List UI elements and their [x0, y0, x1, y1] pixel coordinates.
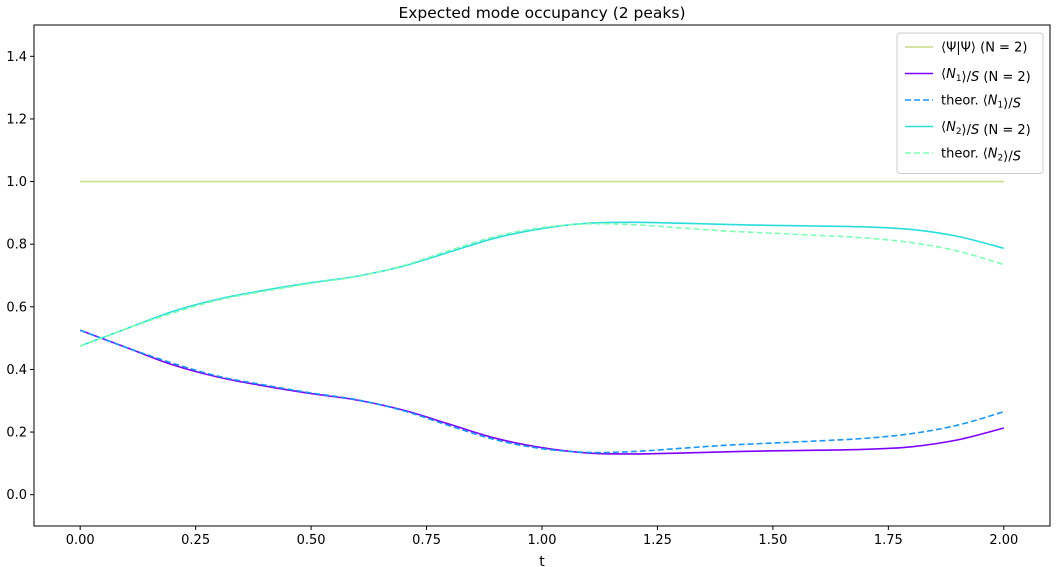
x-tick-label: 0.75 — [412, 533, 441, 548]
x-tick-label: 2.00 — [989, 533, 1018, 548]
y-tick-label: 1.4 — [6, 50, 27, 65]
x-tick-label: 1.25 — [643, 533, 672, 548]
legend-label-0: ⟨Ψ|Ψ⟩ (N = 2) — [941, 41, 1027, 56]
chart-title: Expected mode occupancy (2 peaks) — [398, 4, 685, 22]
x-tick-label: 1.50 — [758, 533, 787, 548]
legend-box — [896, 32, 1044, 174]
legend-label-1: ⟨N1⟩/S (N = 2) — [941, 67, 1031, 85]
y-tick-label: 1.0 — [6, 175, 27, 190]
x-tick-label: 0.50 — [297, 533, 326, 548]
x-tick-label: 1.75 — [874, 533, 903, 548]
series-line-4 — [79, 222, 1005, 347]
series-line-2 — [79, 329, 1005, 454]
y-tick-label: 0.2 — [6, 426, 27, 441]
x-tick-label: 0.25 — [181, 533, 210, 548]
legend: ⟨Ψ|Ψ⟩ (N = 2) ⟨N1⟩/S (N = 2) theor. ⟨N1⟩/S… — [896, 32, 1044, 174]
plot-area — [79, 180, 1005, 455]
legend-label-2: theor. ⟨N1⟩/S — [941, 94, 1021, 112]
axes: 0.00 0.25 0.50 0.75 1.00 1.25 1.50 1.75 2.00 0.0 0… — [6, 50, 1018, 548]
y-tick-label: 0.0 — [6, 488, 27, 503]
y-tick-label: 1.2 — [6, 112, 27, 127]
x-axis-title: t — [539, 554, 545, 567]
series-line-3 — [79, 221, 1005, 347]
series-line-1 — [79, 329, 1005, 455]
y-tick-label: 0.4 — [6, 363, 27, 378]
legend-label-4: theor. ⟨N2⟩/S — [941, 147, 1021, 165]
legend-label-3: ⟨N2⟩/S (N = 2) — [941, 120, 1031, 138]
x-tick-label: 0.00 — [66, 533, 95, 548]
y-tick-label: 0.6 — [6, 300, 27, 315]
x-tick-label: 1.00 — [528, 533, 557, 548]
y-tick-label: 0.8 — [6, 238, 27, 253]
